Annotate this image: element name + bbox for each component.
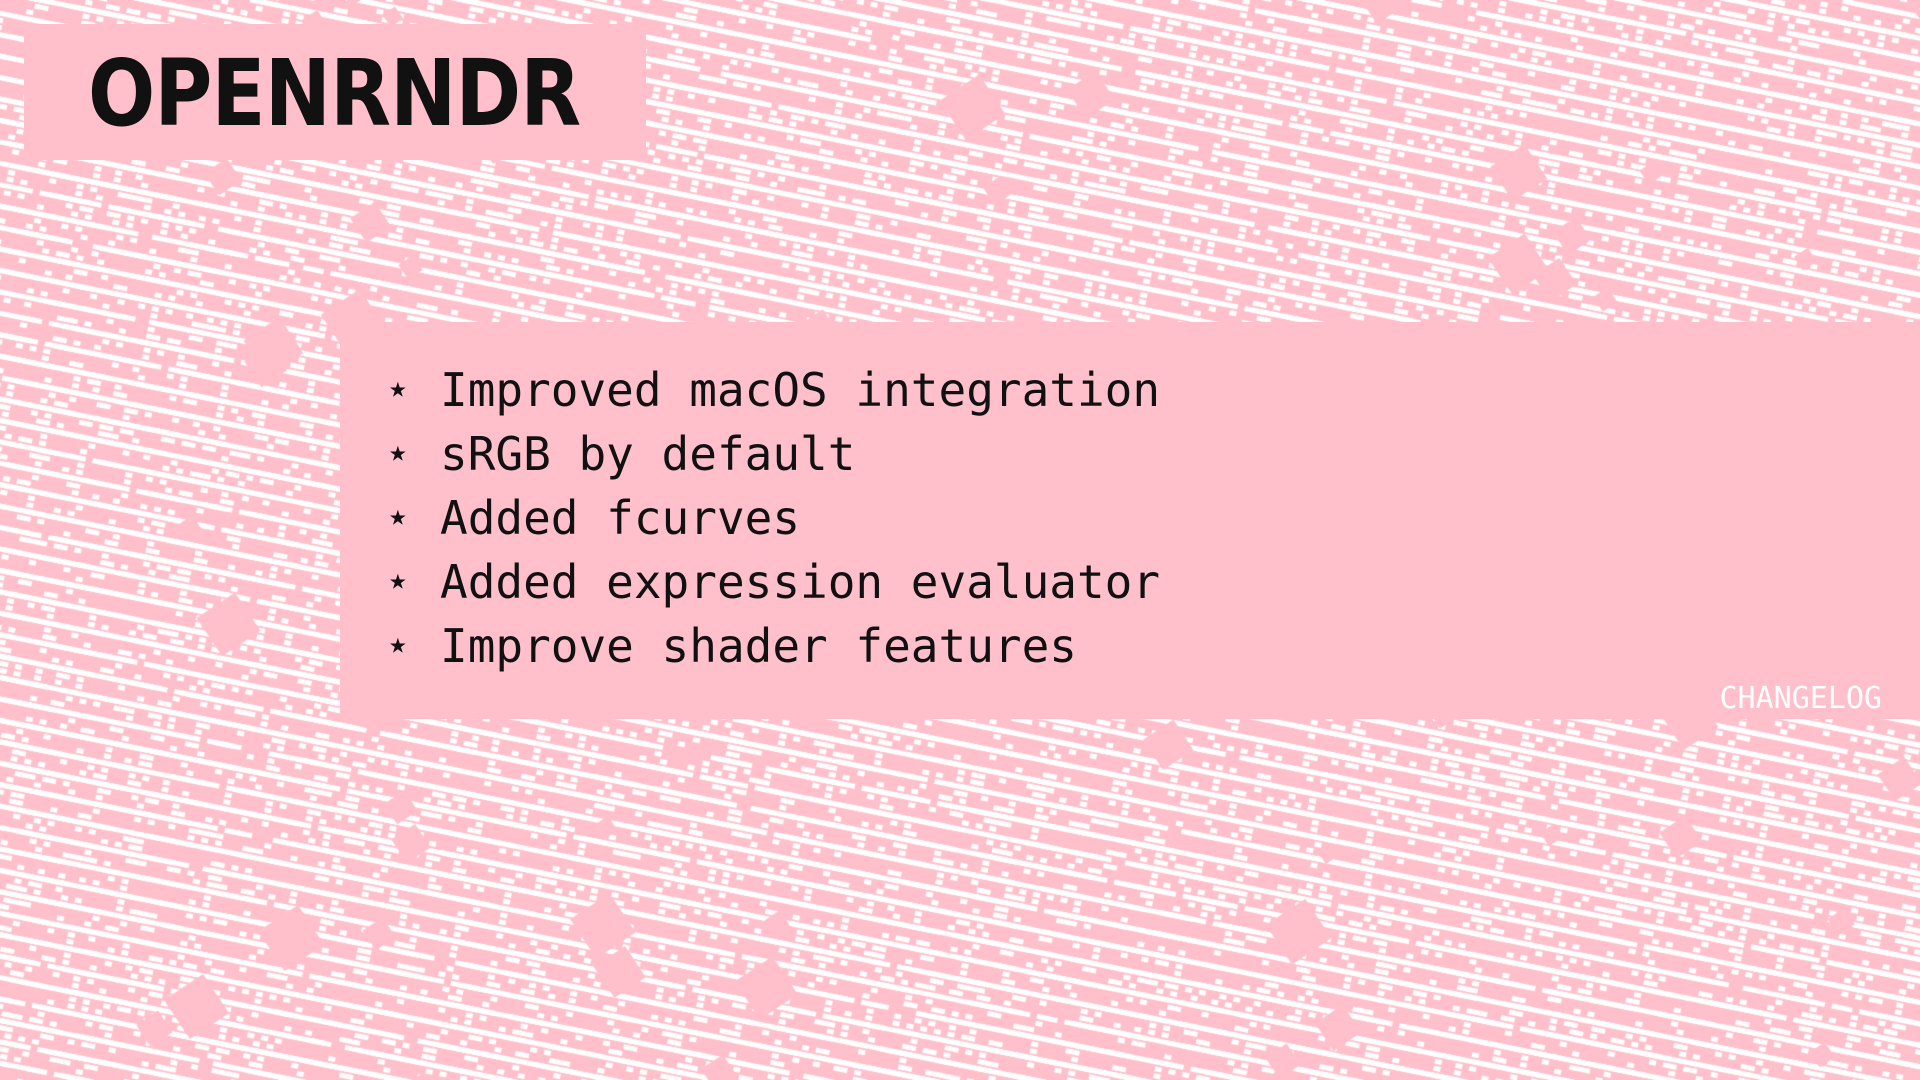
list-item: ⋆ Added expression evaluator (384, 550, 1160, 614)
page-title: OPENRNDR (88, 40, 581, 147)
section-label: CHANGELOG (1719, 681, 1882, 716)
title-panel: OPENRNDR (24, 24, 646, 160)
list-item-text: sRGB by default (440, 427, 856, 481)
list-item: ⋆ Improved macOS integration (384, 358, 1160, 422)
list-item: ⋆ Added fcurves (384, 486, 1160, 550)
list-item-text: Improved macOS integration (440, 363, 1161, 417)
star-icon: ⋆ (384, 363, 412, 417)
changelog-list: ⋆ Improved macOS integration ⋆ sRGB by def… (384, 358, 1160, 678)
list-item-text: Improve shader features (440, 619, 1077, 673)
list-item-text: Added fcurves (440, 491, 801, 545)
list-item-text: Added expression evaluator (440, 555, 1161, 609)
list-item: ⋆ sRGB by default (384, 422, 1160, 486)
changelog-panel: ⋆ Improved macOS integration ⋆ sRGB by def… (340, 322, 1920, 719)
star-icon: ⋆ (384, 555, 412, 609)
star-icon: ⋆ (384, 619, 412, 673)
list-item: ⋆ Improve shader features (384, 614, 1160, 678)
star-icon: ⋆ (384, 491, 412, 545)
star-icon: ⋆ (384, 427, 412, 481)
